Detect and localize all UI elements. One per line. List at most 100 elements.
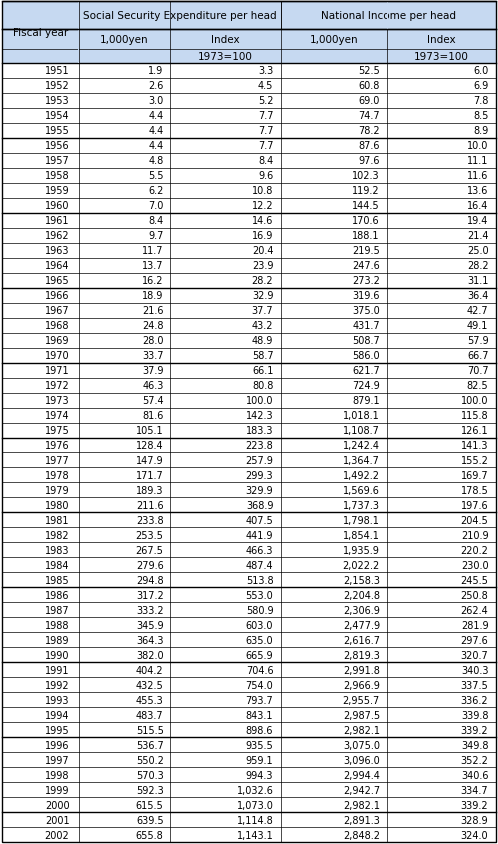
Text: 66.1: 66.1 bbox=[252, 365, 273, 376]
Text: 210.9: 210.9 bbox=[461, 530, 489, 540]
Text: 13.6: 13.6 bbox=[467, 187, 489, 196]
Text: 352.2: 352.2 bbox=[461, 755, 489, 765]
Text: 147.9: 147.9 bbox=[136, 456, 163, 465]
Text: 1958: 1958 bbox=[45, 171, 69, 181]
Text: 273.2: 273.2 bbox=[352, 276, 380, 286]
Text: 19.4: 19.4 bbox=[467, 216, 489, 226]
Text: 592.3: 592.3 bbox=[136, 785, 163, 794]
Text: 8.4: 8.4 bbox=[148, 216, 163, 226]
Text: 1972: 1972 bbox=[45, 381, 69, 391]
Text: 466.3: 466.3 bbox=[246, 545, 273, 555]
Text: 52.5: 52.5 bbox=[358, 67, 380, 77]
Text: 10.8: 10.8 bbox=[252, 187, 273, 196]
Text: 324.0: 324.0 bbox=[461, 830, 489, 840]
Text: 994.3: 994.3 bbox=[246, 770, 273, 780]
Text: 339.8: 339.8 bbox=[461, 710, 489, 720]
Text: 171.7: 171.7 bbox=[136, 470, 163, 480]
Text: 21.4: 21.4 bbox=[467, 231, 489, 241]
Text: Fiscal year: Fiscal year bbox=[12, 28, 68, 38]
Text: 2,204.8: 2,204.8 bbox=[343, 590, 380, 600]
Text: 665.9: 665.9 bbox=[246, 650, 273, 660]
Text: 37.7: 37.7 bbox=[251, 306, 273, 316]
Text: 102.3: 102.3 bbox=[352, 171, 380, 181]
Text: 334.7: 334.7 bbox=[461, 785, 489, 794]
Text: 793.7: 793.7 bbox=[246, 695, 273, 705]
Text: 245.5: 245.5 bbox=[461, 575, 489, 585]
Text: 754.0: 754.0 bbox=[246, 680, 273, 690]
Text: 1,935.9: 1,935.9 bbox=[343, 545, 380, 555]
Text: 2,022.2: 2,022.2 bbox=[343, 560, 380, 571]
Text: 336.2: 336.2 bbox=[461, 695, 489, 705]
Text: 8.9: 8.9 bbox=[473, 127, 489, 136]
Text: 82.5: 82.5 bbox=[467, 381, 489, 391]
Text: 879.1: 879.1 bbox=[352, 396, 380, 406]
Text: 2,848.2: 2,848.2 bbox=[343, 830, 380, 840]
Text: 1993: 1993 bbox=[45, 695, 69, 705]
Text: 2,158.3: 2,158.3 bbox=[343, 575, 380, 585]
Text: 1.9: 1.9 bbox=[148, 67, 163, 77]
Text: 407.5: 407.5 bbox=[246, 516, 273, 525]
Text: 375.0: 375.0 bbox=[352, 306, 380, 316]
Text: 1988: 1988 bbox=[45, 620, 69, 630]
Bar bbox=[170, 30, 281, 64]
Text: 1980: 1980 bbox=[45, 500, 69, 511]
Text: 10.0: 10.0 bbox=[467, 141, 489, 151]
Text: 141.3: 141.3 bbox=[461, 441, 489, 451]
Bar bbox=[79, 2, 281, 30]
Text: 1,032.6: 1,032.6 bbox=[237, 785, 273, 794]
Text: 32.9: 32.9 bbox=[252, 291, 273, 300]
Text: 1994: 1994 bbox=[45, 710, 69, 720]
Text: 16.2: 16.2 bbox=[142, 276, 163, 286]
Text: 2,616.7: 2,616.7 bbox=[343, 635, 380, 645]
Text: 339.2: 339.2 bbox=[461, 725, 489, 735]
Text: 5.5: 5.5 bbox=[148, 171, 163, 181]
Text: 1954: 1954 bbox=[45, 111, 69, 122]
Text: 230.0: 230.0 bbox=[461, 560, 489, 571]
Text: 20.4: 20.4 bbox=[252, 246, 273, 256]
Text: 339.2: 339.2 bbox=[461, 799, 489, 809]
Text: 935.5: 935.5 bbox=[246, 739, 273, 749]
Text: 3,075.0: 3,075.0 bbox=[343, 739, 380, 749]
Text: 1970: 1970 bbox=[45, 351, 69, 360]
Text: 2,991.8: 2,991.8 bbox=[343, 665, 380, 675]
Text: 1,798.1: 1,798.1 bbox=[343, 516, 380, 525]
Text: 1995: 1995 bbox=[45, 725, 69, 735]
Text: 1986: 1986 bbox=[45, 590, 69, 600]
Text: 257.9: 257.9 bbox=[246, 456, 273, 465]
Text: 1971: 1971 bbox=[45, 365, 69, 376]
Text: 2002: 2002 bbox=[45, 830, 69, 840]
Text: 36.4: 36.4 bbox=[467, 291, 489, 300]
Text: 4.4: 4.4 bbox=[148, 141, 163, 151]
Text: 31.1: 31.1 bbox=[467, 276, 489, 286]
Text: 1976: 1976 bbox=[45, 441, 69, 451]
Text: 7.7: 7.7 bbox=[258, 141, 273, 151]
Text: 1,114.8: 1,114.8 bbox=[237, 814, 273, 825]
Text: 4.8: 4.8 bbox=[148, 156, 163, 166]
Text: 580.9: 580.9 bbox=[246, 605, 273, 615]
Text: 4.5: 4.5 bbox=[258, 81, 273, 91]
Text: 1977: 1977 bbox=[45, 456, 69, 465]
Text: 1,854.1: 1,854.1 bbox=[343, 530, 380, 540]
Text: 635.0: 635.0 bbox=[246, 635, 273, 645]
Text: 1990: 1990 bbox=[45, 650, 69, 660]
Text: 1991: 1991 bbox=[45, 665, 69, 675]
Text: 43.2: 43.2 bbox=[252, 321, 273, 331]
Text: 299.3: 299.3 bbox=[246, 470, 273, 480]
Text: 74.7: 74.7 bbox=[358, 111, 380, 122]
Text: Index: Index bbox=[211, 35, 240, 45]
Text: 1992: 1992 bbox=[45, 680, 69, 690]
Text: 553.0: 553.0 bbox=[246, 590, 273, 600]
Text: 2,891.3: 2,891.3 bbox=[343, 814, 380, 825]
Text: 6.9: 6.9 bbox=[473, 81, 489, 91]
Text: 603.0: 603.0 bbox=[246, 620, 273, 630]
Text: 2.6: 2.6 bbox=[148, 81, 163, 91]
Text: 1955: 1955 bbox=[45, 127, 69, 136]
Text: 57.9: 57.9 bbox=[467, 336, 489, 346]
Text: 60.8: 60.8 bbox=[359, 81, 380, 91]
Text: 223.8: 223.8 bbox=[246, 441, 273, 451]
Text: 211.6: 211.6 bbox=[136, 500, 163, 511]
Text: 220.2: 220.2 bbox=[461, 545, 489, 555]
Bar bbox=[78, 2, 79, 64]
Text: 2,987.5: 2,987.5 bbox=[343, 710, 380, 720]
Text: 57.4: 57.4 bbox=[142, 396, 163, 406]
